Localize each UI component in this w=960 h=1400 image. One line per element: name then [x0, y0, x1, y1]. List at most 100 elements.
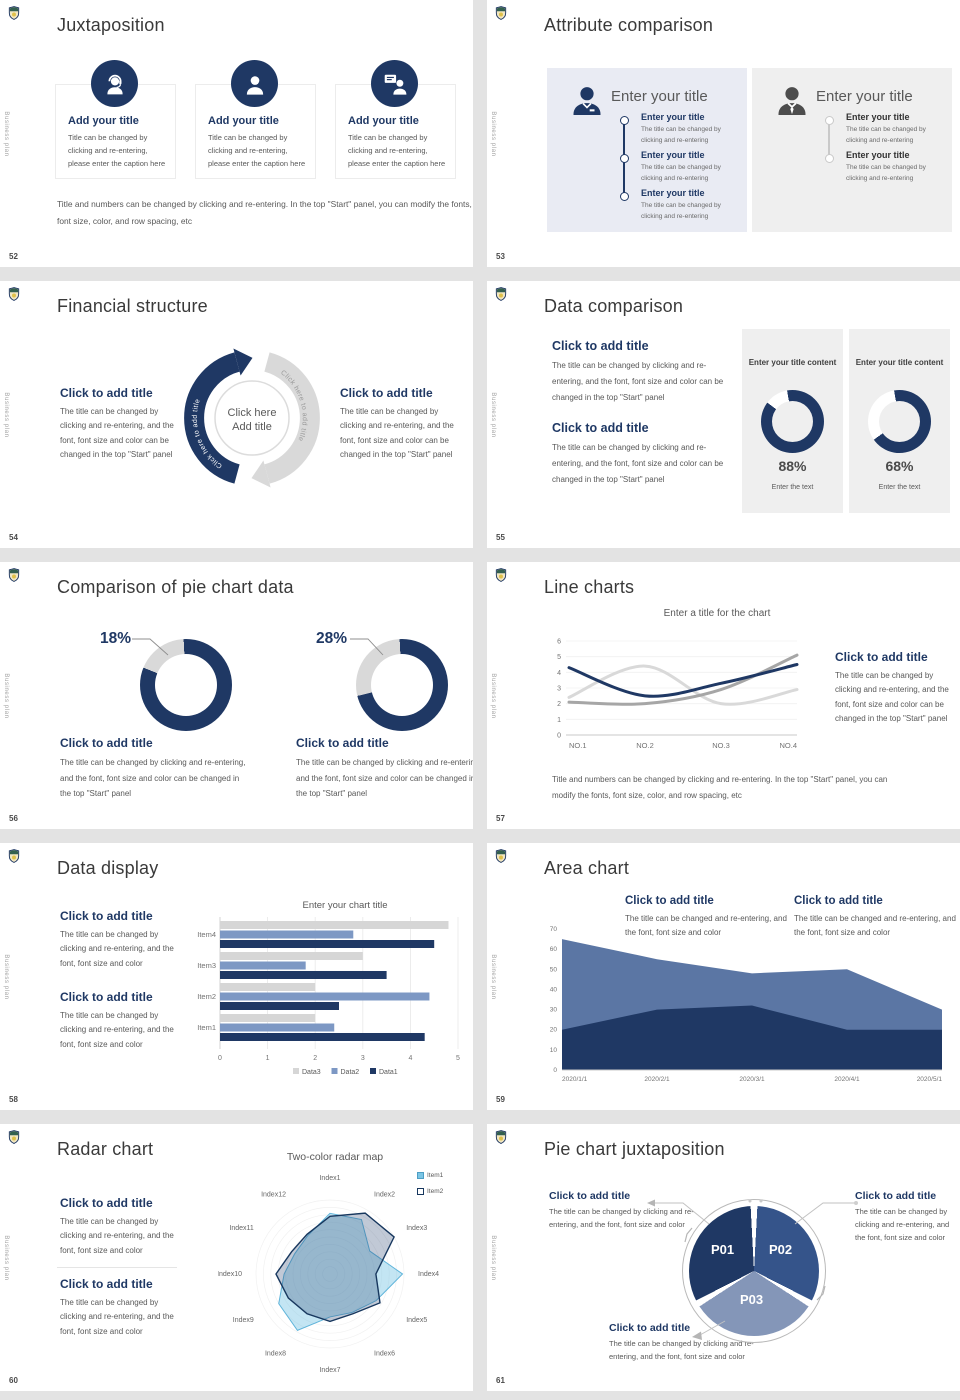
timeline-item-body: The title can be changed by clicking and… [641, 164, 721, 183]
block-title: Click to add title [609, 1322, 691, 1334]
page-number: 56 [9, 814, 18, 823]
svg-text:Index12: Index12 [261, 1191, 286, 1198]
text-block-right: Click to add title The title can be chan… [340, 386, 460, 463]
school-crest-logo [8, 1130, 20, 1144]
slide-59-area-chart[interactable]: Business plan Area chart Click to add ti… [487, 843, 960, 1110]
slide-55-data-comparison[interactable]: Business plan Data comparison Click to a… [487, 281, 960, 548]
slide-title: Pie chart juxtaposition [544, 1139, 725, 1159]
timeline-item-body: The title can be changed by clicking and… [846, 126, 926, 145]
svg-text:3: 3 [557, 686, 561, 693]
legend-marker-item2 [417, 1188, 424, 1195]
slide-58-data-display[interactable]: Business plan Data display Click to add … [0, 843, 473, 1110]
page-number: 59 [496, 1095, 505, 1104]
timeline-line [828, 120, 830, 158]
gray-arrowhead [251, 460, 271, 488]
text-block-1: Click to add title The title can be chan… [60, 736, 250, 802]
person-icon [573, 87, 601, 115]
slide-57-line-charts[interactable]: Business plan Line charts Enter a title … [487, 562, 960, 829]
block-title: Click to add title [60, 736, 153, 750]
slide-title: Juxtaposition [57, 15, 165, 35]
svg-text:NO.3: NO.3 [712, 741, 730, 750]
pie-slice-label: P01 [711, 1242, 735, 1257]
center-label-line2: Add title [232, 421, 272, 433]
three-part-pie-chart [689, 1206, 819, 1336]
donut-chart-88 [761, 390, 824, 453]
slide-54-financial-structure[interactable]: Business plan Financial structure Click … [0, 281, 473, 548]
svg-text:70: 70 [550, 926, 558, 933]
sidebar-vertical-label: Business plan [490, 1234, 496, 1281]
svg-text:2020/3/1: 2020/3/1 [739, 1076, 765, 1083]
card-caption: Title can be changed by clicking and re-… [68, 133, 166, 169]
svg-text:10: 10 [550, 1047, 558, 1054]
text-block-2: Click to add title The title can be chan… [60, 1277, 182, 1339]
text-block-1: Click to add title The title can be chan… [60, 1196, 182, 1258]
pie-slice-label: P02 [769, 1242, 793, 1257]
slide-title: Data comparison [544, 296, 684, 316]
slide-title: Attribute comparison [544, 15, 714, 35]
block-body: The title can be changed by clicking and… [60, 930, 174, 968]
block-body: The title can be changed by clicking and… [552, 361, 724, 402]
line-chart: 6 5 4 3 2 1 0 NO.1 NO.2 NO.3 NO.4 [557, 639, 799, 750]
sidebar-vertical-label: Business plan [490, 953, 496, 1000]
slide-52-juxtaposition[interactable]: Business plan Juxtaposition [0, 0, 473, 267]
block-title: Click to add title [340, 386, 433, 400]
page-number: 53 [496, 252, 505, 261]
slide-53-attribute-comparison[interactable]: Business plan Attribute comparison Enter… [487, 0, 960, 267]
slide-56-pie-comparison[interactable]: Business plan Comparison of pie chart da… [0, 562, 473, 829]
svg-text:2020/4/1: 2020/4/1 [834, 1076, 860, 1083]
slide-61-pie-juxtaposition[interactable]: Business plan Pie chart juxtaposition Cl… [487, 1124, 960, 1391]
timeline-node [620, 116, 629, 125]
svg-text:Item2: Item2 [197, 992, 216, 1001]
donut-callout-value: 28% [316, 630, 348, 647]
sidebar-vertical-label: Business plan [3, 1234, 9, 1281]
text-block-top-right: Click to add title The title can be chan… [855, 1190, 955, 1245]
card-title: Add your title [348, 115, 419, 127]
school-crest-logo [495, 6, 507, 20]
bar-chart: 0 1 2 3 4 5 Item4 Item3 Item2 Item1 Data3 Data2 Data… [197, 917, 460, 1076]
school-crest-logo [495, 849, 507, 863]
center-label-line1: Click here [228, 407, 277, 419]
cycle-arrows-diagram: Click here to add title Click here to ad… [184, 348, 320, 488]
block-body: The title can be changed by clicking and… [296, 758, 473, 799]
text-block-2: Click to add title The title can be chan… [296, 736, 473, 802]
pie-outer-ring [682, 1199, 826, 1343]
text-block-2: Click to add title The title can be chan… [552, 421, 730, 488]
block-title: Click to add title [60, 990, 153, 1004]
svg-text:2: 2 [313, 1055, 317, 1062]
block-body: The title can be changed by clicking and… [60, 1298, 174, 1336]
school-crest-logo [8, 849, 20, 863]
svg-text:20: 20 [550, 1027, 558, 1034]
block-title: Click to add title [60, 909, 153, 923]
legend-marker-item1 [417, 1172, 424, 1179]
block-title: Click to add title [549, 1190, 631, 1202]
support-agent-icon [91, 60, 138, 107]
text-block-1: Click to add title The title can be chan… [60, 909, 182, 971]
slide-title: Line charts [544, 577, 635, 597]
timeline-item-title: Enter your title [846, 150, 910, 160]
text-block-bottom: Click to add title The title can be chan… [609, 1322, 759, 1364]
text-block-top-left: Click to add title The title can be chan… [549, 1190, 699, 1232]
svg-text:0: 0 [218, 1055, 222, 1062]
sidebar-vertical-label: Business plan [3, 110, 9, 157]
presenter-icon [371, 60, 418, 107]
svg-text:40: 40 [550, 986, 558, 993]
svg-text:Item4: Item4 [197, 930, 216, 939]
timeline-item-body: The title can be changed by clicking and… [641, 202, 721, 221]
comparison-panel-right: Enter your title Enter your title The ti… [752, 68, 952, 232]
block-title: Click to add title [855, 1190, 937, 1202]
svg-text:NO.4: NO.4 [779, 741, 797, 750]
svg-text:Item1: Item1 [197, 1023, 216, 1032]
slide-60-radar-chart[interactable]: Business plan Radar chart Click to add t… [0, 1124, 473, 1391]
card-caption: Title can be changed by clicking and re-… [208, 133, 306, 169]
page-number: 54 [9, 533, 18, 542]
block-title: Click to add title [296, 736, 389, 750]
block-title: Click to add title [625, 895, 714, 907]
page-number: 55 [496, 533, 505, 542]
block-body: The title can be changed by clicking and… [340, 407, 454, 460]
block-title: Click to add title [552, 421, 649, 435]
text-block: Click to add title The title can be chan… [835, 650, 955, 727]
sidebar-vertical-label: Business plan [490, 391, 496, 438]
svg-text:Index8: Index8 [265, 1351, 286, 1358]
block-body: The title can be changed by clicking and… [60, 1217, 174, 1255]
svg-text:2020/1/1: 2020/1/1 [562, 1076, 588, 1083]
